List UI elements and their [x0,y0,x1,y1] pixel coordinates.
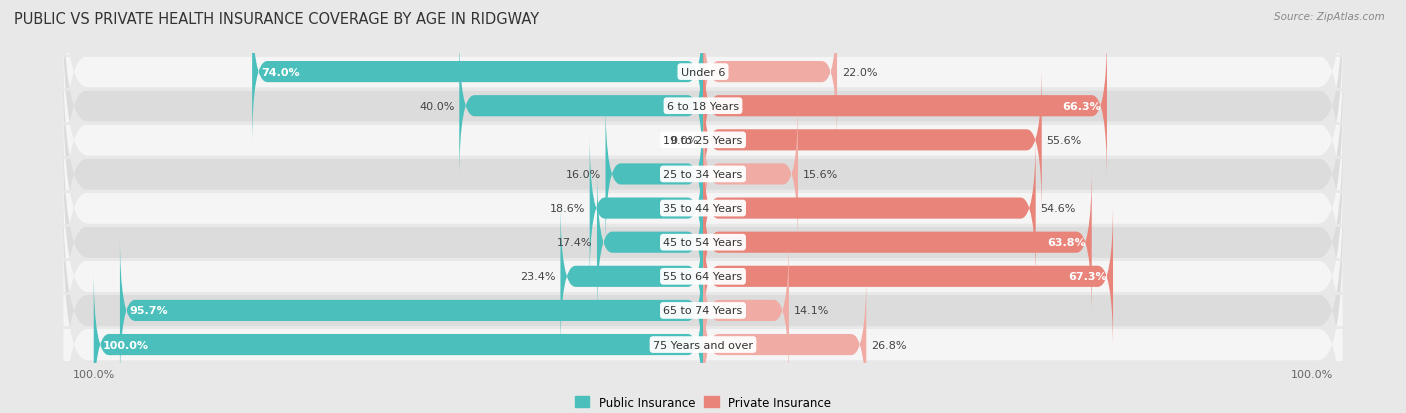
Text: 19 to 25 Years: 19 to 25 Years [664,135,742,145]
Text: 15.6%: 15.6% [803,170,838,180]
Text: 63.8%: 63.8% [1047,237,1085,247]
Text: 75 Years and over: 75 Years and over [652,340,754,350]
FancyBboxPatch shape [63,54,1343,295]
FancyBboxPatch shape [703,202,1114,351]
Bar [702,130,703,151]
Legend: Public Insurance, Private Insurance: Public Insurance, Private Insurance [571,391,835,413]
Text: 66.3%: 66.3% [1062,102,1101,112]
Text: 6 to 18 Years: 6 to 18 Years [666,102,740,112]
FancyBboxPatch shape [606,100,703,249]
FancyBboxPatch shape [589,134,703,283]
Text: 67.3%: 67.3% [1069,272,1107,282]
FancyBboxPatch shape [63,0,1343,227]
FancyBboxPatch shape [63,88,1343,329]
Text: 65 to 74 Years: 65 to 74 Years [664,306,742,316]
Text: 25 to 34 Years: 25 to 34 Years [664,170,742,180]
FancyBboxPatch shape [561,202,703,351]
FancyBboxPatch shape [63,20,1343,261]
Text: 100.0%: 100.0% [103,340,149,350]
Text: 23.4%: 23.4% [520,272,555,282]
FancyBboxPatch shape [598,168,703,317]
FancyBboxPatch shape [703,168,1091,317]
FancyBboxPatch shape [703,100,799,249]
FancyBboxPatch shape [703,134,1036,283]
FancyBboxPatch shape [703,66,1042,215]
Text: Source: ZipAtlas.com: Source: ZipAtlas.com [1274,12,1385,22]
FancyBboxPatch shape [703,236,789,385]
Text: 18.6%: 18.6% [550,204,585,214]
FancyBboxPatch shape [63,190,1343,413]
Text: 0.0%: 0.0% [669,135,699,145]
FancyBboxPatch shape [120,236,703,385]
FancyBboxPatch shape [252,0,703,147]
Text: 40.0%: 40.0% [419,102,454,112]
Text: 74.0%: 74.0% [262,67,299,77]
FancyBboxPatch shape [703,0,837,147]
Text: 55 to 64 Years: 55 to 64 Years [664,272,742,282]
Text: 22.0%: 22.0% [842,67,877,77]
FancyBboxPatch shape [63,156,1343,397]
Text: 54.6%: 54.6% [1040,204,1076,214]
Text: 26.8%: 26.8% [872,340,907,350]
Text: 16.0%: 16.0% [565,170,600,180]
FancyBboxPatch shape [63,0,1343,193]
Text: 95.7%: 95.7% [129,306,167,316]
FancyBboxPatch shape [703,270,866,413]
FancyBboxPatch shape [703,32,1107,181]
FancyBboxPatch shape [63,224,1343,413]
Text: 17.4%: 17.4% [557,237,592,247]
Text: 35 to 44 Years: 35 to 44 Years [664,204,742,214]
FancyBboxPatch shape [63,122,1343,363]
Text: Under 6: Under 6 [681,67,725,77]
Text: PUBLIC VS PRIVATE HEALTH INSURANCE COVERAGE BY AGE IN RIDGWAY: PUBLIC VS PRIVATE HEALTH INSURANCE COVER… [14,12,538,27]
Text: 45 to 54 Years: 45 to 54 Years [664,237,742,247]
Text: 55.6%: 55.6% [1046,135,1081,145]
FancyBboxPatch shape [94,270,703,413]
FancyBboxPatch shape [460,32,703,181]
Text: 14.1%: 14.1% [794,306,830,316]
